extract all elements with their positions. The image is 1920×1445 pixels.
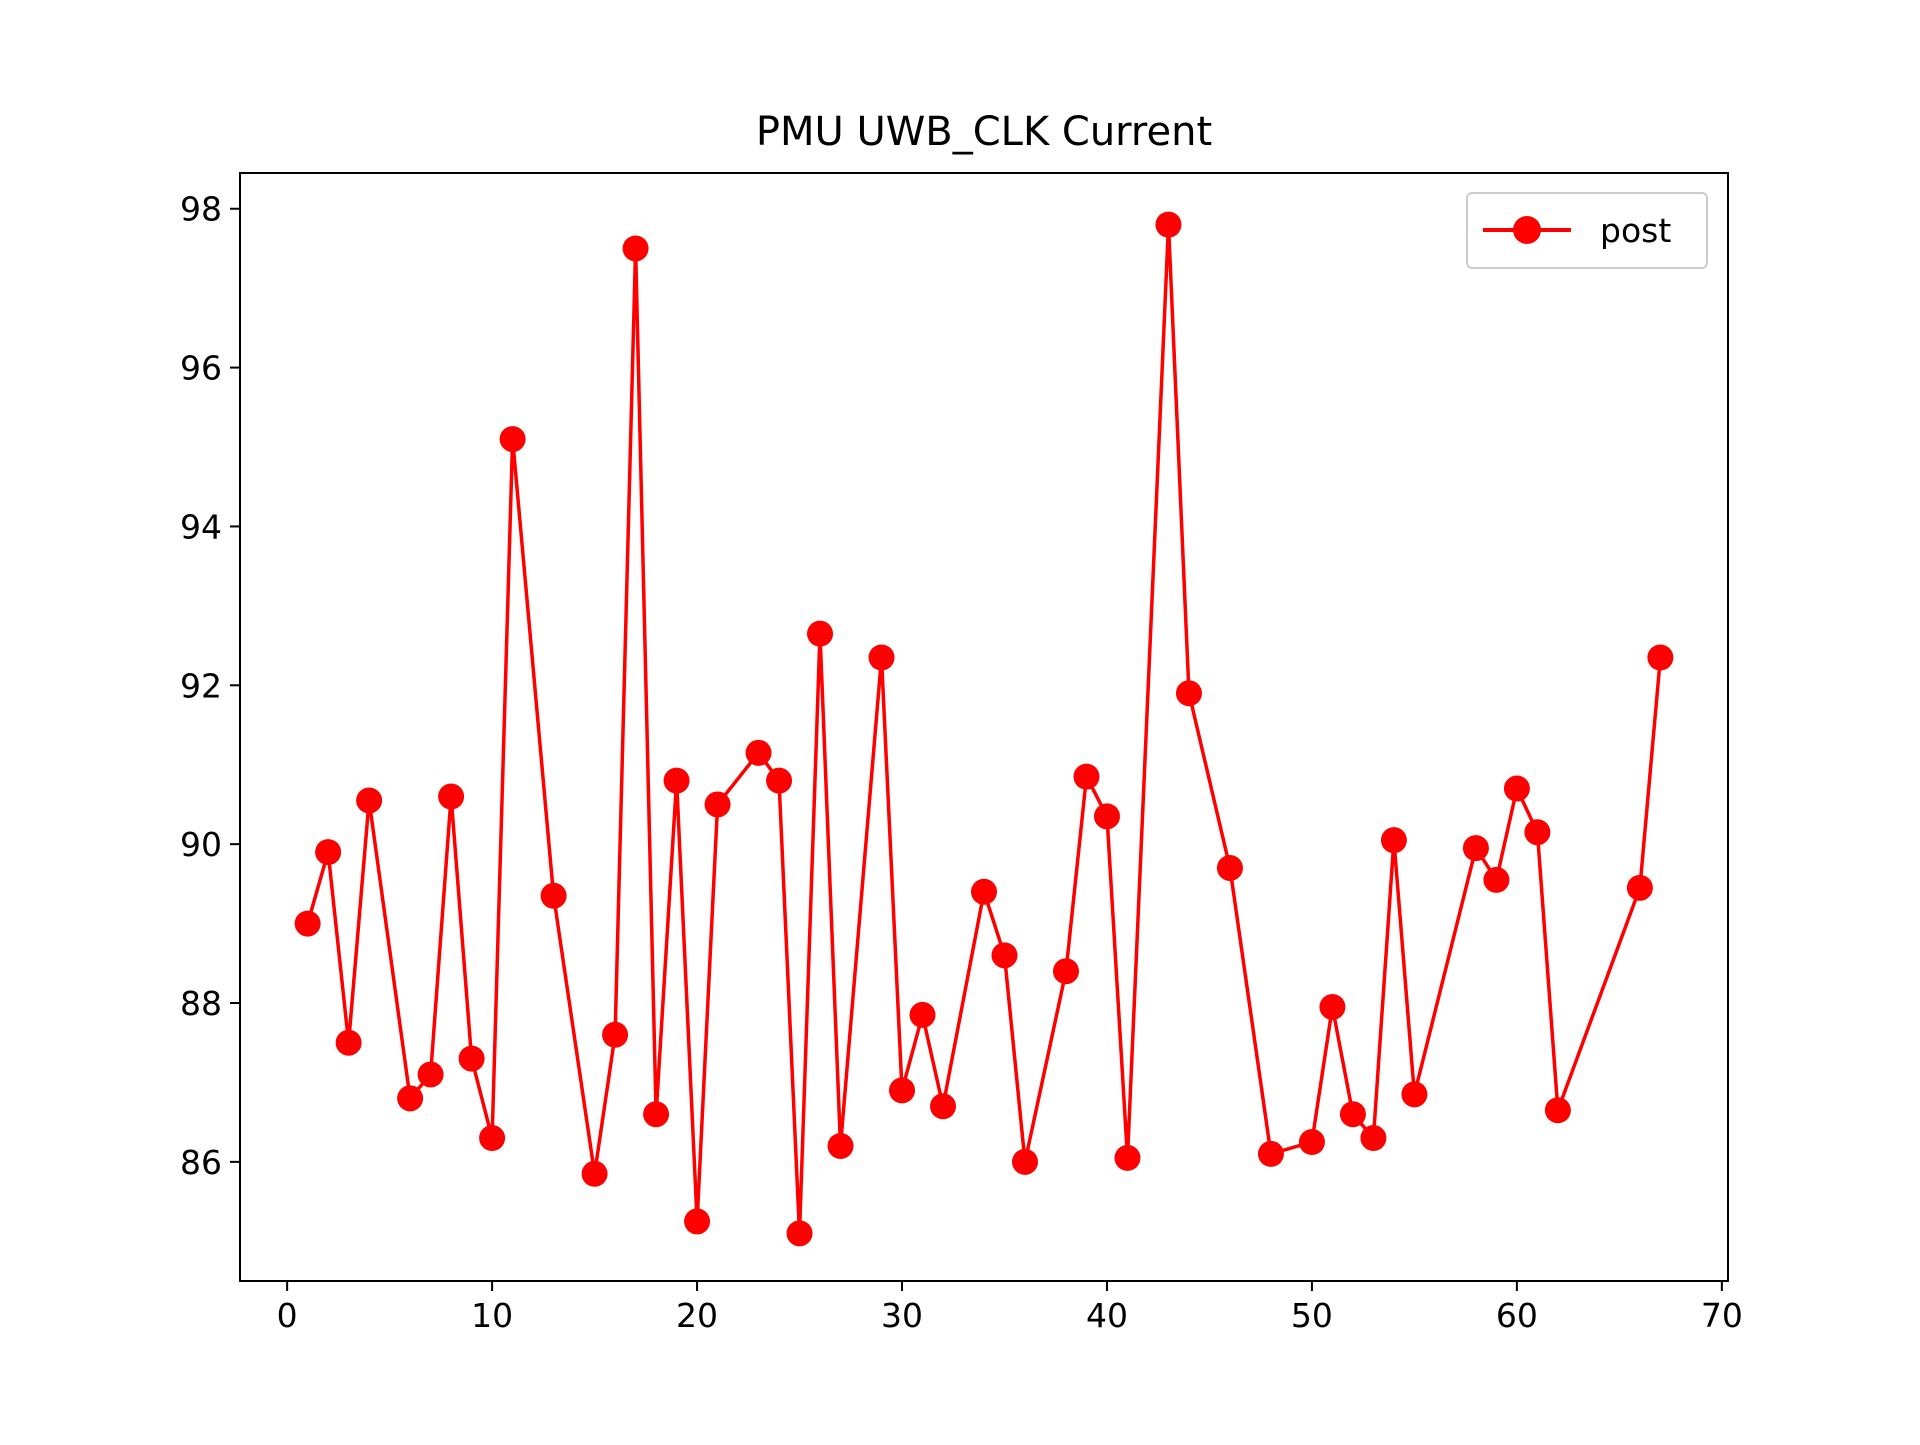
- y-tick-label: 88: [180, 984, 222, 1023]
- data-point: [1483, 866, 1510, 893]
- data-point: [1298, 1129, 1325, 1156]
- data-point: [602, 1021, 629, 1048]
- x-axis: 0 10 20 30 40 50 60 70: [277, 1281, 1743, 1335]
- x-tick-label: 70: [1701, 1296, 1743, 1335]
- data-point: [1257, 1140, 1284, 1167]
- y-tick-label: 90: [180, 825, 222, 864]
- data-point: [1401, 1081, 1428, 1108]
- legend-box: [1466, 192, 1708, 269]
- legend: post: [1466, 192, 1708, 269]
- data-point: [622, 235, 649, 262]
- data-point: [1544, 1097, 1571, 1124]
- data-point: [315, 839, 342, 866]
- data-point: [1114, 1144, 1141, 1171]
- x-tick-label: 10: [471, 1296, 513, 1335]
- data-point: [581, 1160, 608, 1187]
- y-tick-label: 92: [180, 666, 222, 705]
- x-tick-label: 20: [676, 1296, 718, 1335]
- data-point: [1524, 819, 1551, 846]
- data-point: [868, 644, 895, 671]
- data-point: [889, 1077, 916, 1104]
- data-point: [1319, 993, 1346, 1020]
- data-point: [1626, 874, 1653, 901]
- y-axis: 86 88 90 92 94 96 98: [180, 190, 240, 1182]
- data-point: [417, 1061, 444, 1088]
- data-point: [704, 791, 731, 818]
- data-point: [663, 767, 690, 794]
- data-point: [1503, 775, 1530, 802]
- legend-label-post: post: [1600, 211, 1671, 250]
- data-point: [766, 767, 793, 794]
- data-point: [294, 910, 321, 937]
- y-tick-label: 96: [180, 349, 222, 388]
- data-point: [1175, 680, 1202, 707]
- data-point: [991, 942, 1018, 969]
- series-layer: [294, 211, 1674, 1247]
- data-point: [1380, 827, 1407, 854]
- data-point: [1339, 1101, 1366, 1128]
- x-tick-label: 60: [1496, 1296, 1538, 1335]
- data-point: [1360, 1125, 1387, 1152]
- data-point: [786, 1220, 813, 1247]
- data-point: [540, 882, 567, 909]
- data-point: [438, 783, 465, 810]
- data-point: [335, 1029, 362, 1056]
- data-point: [1462, 835, 1489, 862]
- data-point: [1052, 958, 1079, 985]
- x-tick-label: 0: [277, 1296, 298, 1335]
- data-point: [930, 1093, 957, 1120]
- y-tick-label: 94: [180, 507, 222, 546]
- data-point: [971, 878, 997, 905]
- x-tick-label: 40: [1086, 1296, 1128, 1335]
- data-point: [827, 1132, 854, 1159]
- data-point: [1647, 644, 1674, 671]
- data-point: [807, 620, 834, 647]
- data-point: [356, 787, 383, 814]
- data-point: [684, 1208, 711, 1235]
- data-point: [909, 1001, 936, 1028]
- data-point: [458, 1045, 485, 1072]
- data-point: [1216, 854, 1243, 881]
- data-point: [1073, 763, 1100, 790]
- x-tick-label: 30: [881, 1296, 923, 1335]
- data-point: [397, 1085, 424, 1112]
- data-point: [745, 739, 772, 766]
- x-tick-label: 50: [1291, 1296, 1333, 1335]
- data-point: [499, 426, 526, 453]
- data-point: [1011, 1148, 1038, 1175]
- data-point: [1093, 803, 1120, 830]
- chart-title: PMU UWB_CLK Current: [756, 109, 1212, 155]
- data-point: [1155, 211, 1182, 238]
- y-tick-label: 98: [180, 190, 222, 229]
- plot-area: [240, 173, 1728, 1281]
- data-point: [479, 1125, 506, 1152]
- data-point: [643, 1101, 670, 1128]
- legend-marker-post: [1513, 216, 1541, 244]
- plot-frame: [239, 172, 1729, 1282]
- y-tick-label: 86: [180, 1143, 222, 1182]
